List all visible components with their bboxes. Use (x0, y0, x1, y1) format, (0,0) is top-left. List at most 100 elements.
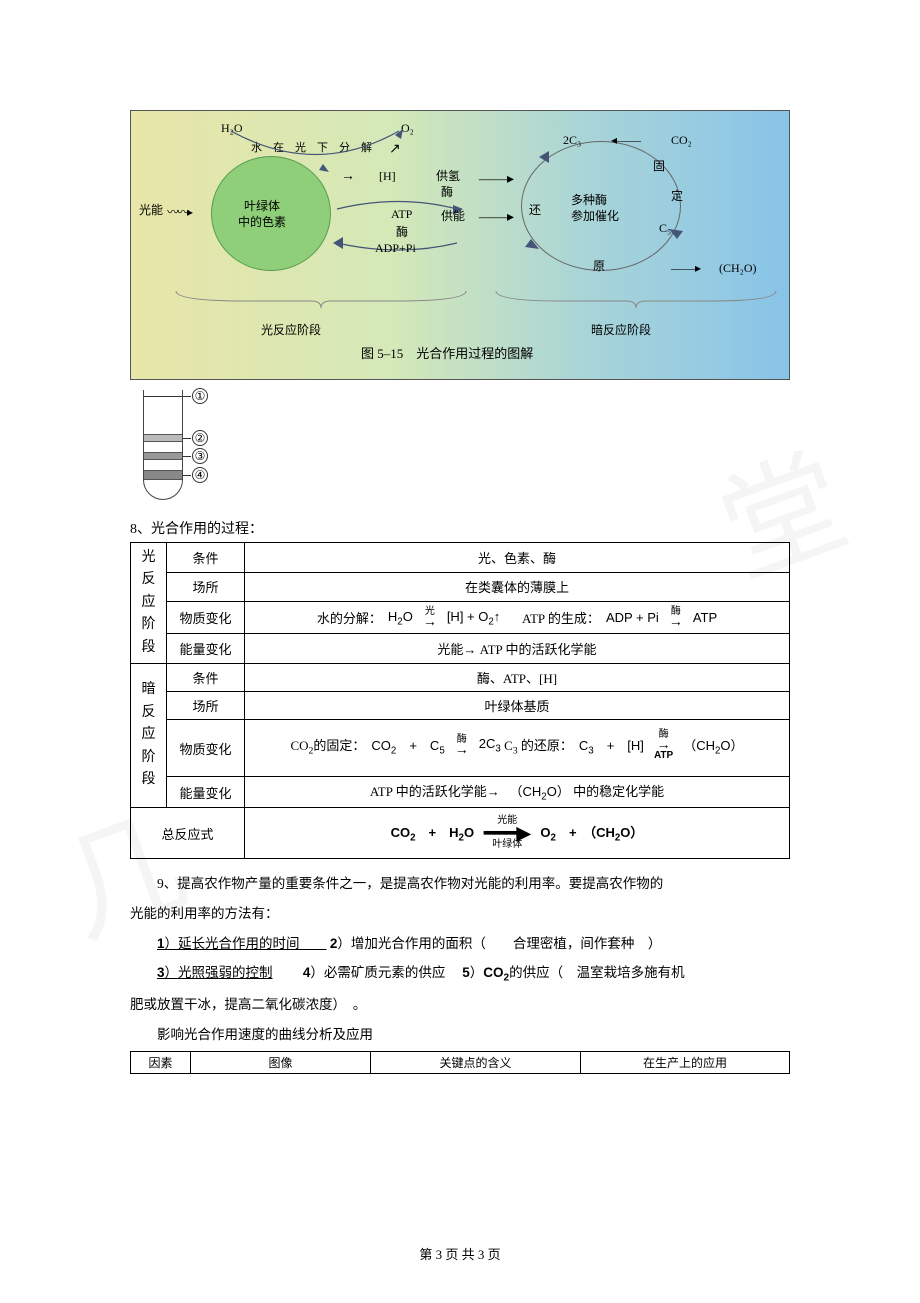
gu-label: 固 (653, 157, 665, 174)
light-place: 在类囊体的薄膜上 (245, 572, 790, 602)
band-label-2: ② (192, 430, 208, 446)
yuan-label: 原 (593, 257, 605, 274)
arrow-light: 光→ (419, 607, 441, 628)
c3-h-formula: C3 + [H] (579, 735, 644, 757)
huan-label: 还 (529, 201, 541, 218)
item5-text-a: ） (470, 965, 484, 980)
light-condition: 光、色素、酶 (245, 543, 790, 573)
row-condition-label: 条件 (167, 543, 245, 573)
band-label-4: ④ (192, 467, 208, 483)
dark-condition: 酶、ATP、[H] (245, 663, 790, 691)
atp-label: ATP (391, 207, 412, 222)
item5-num: 5 (462, 965, 470, 980)
adp-pi-formula: ADP + Pi (606, 610, 659, 625)
2c3-formula: 2C3 (479, 736, 501, 755)
section9-para1a: 9、提高农作物产量的重要条件之一，是提高农作物对光能的利用率。要提高农作物的 (130, 871, 790, 897)
dark-phase-header: 暗反应阶段 (131, 663, 167, 807)
ch2o-formula-2: （CH2O） (516, 784, 570, 799)
light-energy-label: 光能 (139, 201, 163, 218)
supply-h-label: 供氢 (436, 167, 460, 184)
light-phase-header: 光反应阶段 (131, 543, 167, 664)
many-enz2: 参加催化 (571, 207, 619, 224)
row-material-label-1: 物质变化 (167, 602, 245, 634)
band-line-2 (183, 438, 191, 439)
dark-energy-left: ATP 中的活跃化学能→ (370, 784, 500, 799)
arrow-to-h: → (341, 169, 355, 185)
section9-para1b: 光能的利用率的方法有： (130, 901, 790, 927)
section9-items-line2: 3）光照强弱的控制 4）必需矿质元素的供应 5）CO2的供应（ 温室栽培多施有机 (130, 960, 790, 988)
dark-energy: ATP 中的活跃化学能→ （CH2O） 中的稳定化学能 (245, 777, 790, 808)
arrow-to-ch2o: ——▸ (671, 261, 701, 276)
dark-place: 叶绿体基质 (245, 691, 790, 719)
band-3 (144, 452, 182, 460)
photosynthesis-process-table: 光反应阶段 条件 光、色素、酶 场所 在类囊体的薄膜上 物质变化 水的分解： H… (130, 542, 790, 859)
factors-h1: 因素 (131, 1052, 191, 1074)
row-place-label-1: 场所 (167, 572, 245, 602)
light-material: 水的分解： H2O 光→ [H] + O2↑ ATP 的生成： ADP + Pi… (245, 602, 790, 634)
row-energy-label-1: 能量变化 (167, 634, 245, 664)
band-line-3 (183, 456, 191, 457)
chloroplast-l1: 叶绿体 (244, 197, 280, 214)
chromatography-diagram: ① ② ③ ④ (130, 390, 230, 510)
row-condition-label-2: 条件 (167, 663, 245, 691)
band-2 (144, 434, 182, 442)
section9-items-line3: 肥或放置干冰，提高二氧化碳浓度） 。 (130, 992, 790, 1018)
enzyme-label-1: 酶 (441, 183, 453, 200)
band-label-3: ③ (192, 448, 208, 464)
band-label-1: ① (192, 388, 208, 404)
band-4 (144, 470, 182, 480)
chromatography-tube (143, 390, 183, 500)
page-footer: 第 3 页 共 3 页 (0, 1244, 920, 1263)
c5-label: C₅ (659, 221, 671, 236)
overall-products: O2 + （CH2O） (540, 822, 643, 844)
item3-text: ）光照强弱的控制 (165, 965, 273, 980)
adp-pi-label: ADP+Pi (375, 241, 416, 256)
overall-label: 总反应式 (131, 807, 245, 858)
left-phase-label: 光反应阶段 (261, 321, 321, 338)
arrow-atp-to-dark: ——▸ (479, 209, 514, 226)
many-enz1: 多种酶 (571, 191, 607, 208)
wave-icon: 〰〰▸ (167, 203, 191, 220)
row-material-label-2: 物质变化 (167, 719, 245, 776)
h2o-formula: H2O (388, 609, 413, 628)
curve-analysis-title: 影响光合作用速度的曲线分析及应用 (130, 1022, 790, 1048)
item3-num: 3 (157, 965, 165, 980)
band-line-1 (183, 396, 191, 397)
2c3-label: 2C₃ (563, 133, 581, 148)
h-label: [H] (379, 169, 396, 184)
overall-co2: CO2 + H2O (391, 822, 474, 844)
water-split-prefix: 水的分解： (317, 608, 382, 627)
arrow-enzyme-1: 酶→ (665, 607, 687, 628)
right-phase-label: 暗反应阶段 (591, 321, 651, 338)
supply-e-label: 供能 (441, 207, 465, 224)
brace-left-svg (171, 286, 471, 316)
enzyme-label-2: 酶 (396, 223, 408, 240)
co2-fix-prefix: CO2的固定： (290, 735, 365, 757)
row-place-label-2: 场所 (167, 691, 245, 719)
arrow-overall: 光能 ━━━▶ 叶绿体 (480, 816, 534, 850)
factors-h4: 在生产上的应用 (581, 1052, 790, 1074)
co2-c5-formula: CO2 + C5 (371, 735, 444, 757)
diagram-caption: 图 5–15 光合作用过程的图解 (361, 343, 533, 362)
factors-table: 因素 图像 关键点的含义 在生产上的应用 (130, 1051, 790, 1074)
factors-h3: 关键点的含义 (371, 1052, 581, 1074)
item5-text-b: 的供应（ 温室栽培多施有机 (509, 965, 685, 980)
item1-text: ）延长光合作用的时间 (165, 936, 327, 951)
row-energy-label-2: 能量变化 (167, 777, 245, 808)
ding-label: 定 (671, 187, 683, 204)
item2-text: ）增加光合作用的面积（ 合理密植，间作套种 ） (337, 936, 661, 951)
item5-co2: CO2 (483, 965, 509, 980)
item1-num: 1 (157, 936, 165, 951)
light-energy: 光能→ ATP 中的活跃化学能 (245, 634, 790, 664)
band-line-4 (183, 475, 191, 476)
water-arc-svg (221, 123, 411, 173)
item4-text: ）必需矿质元素的供应 (310, 965, 459, 980)
atp-gen-prefix: ATP 的生成： (522, 608, 600, 627)
factors-h2: 图像 (191, 1052, 371, 1074)
arrow-enzyme-2: 酶→ (451, 735, 473, 756)
arrow-h-to-dark: ——▸ (479, 171, 514, 188)
atp-formula: ATP (693, 610, 717, 625)
photosynthesis-diagram: 光能 〰〰▸ 叶绿体 中的色素 H₂O 水 在 光 下 分 解 O₂ ↗ [H]… (130, 110, 790, 380)
dark-energy-right: 中的稳定化学能 (573, 784, 664, 799)
c3-red-prefix: C3 的还原： (504, 735, 573, 757)
